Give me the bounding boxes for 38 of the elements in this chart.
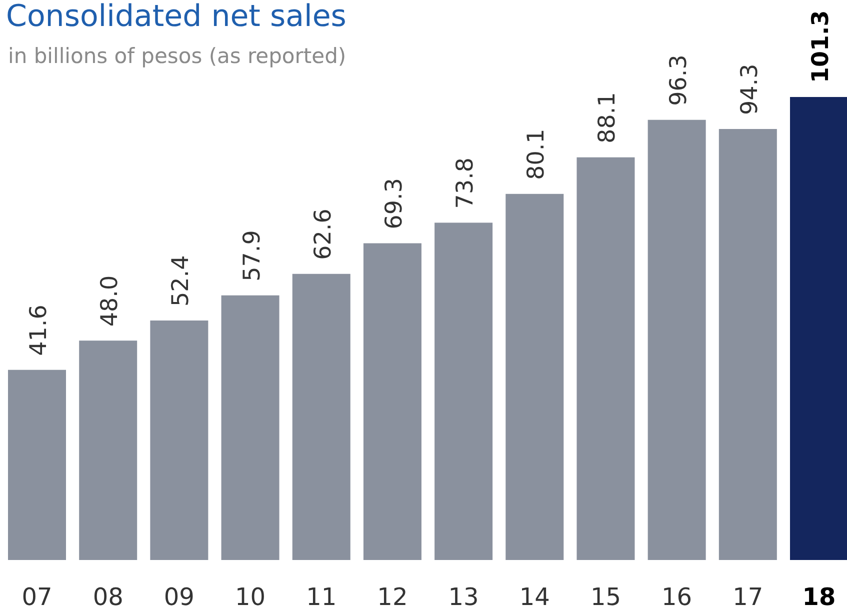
- x-tick-label: 12: [377, 583, 408, 610]
- data-label: 80.1: [524, 128, 550, 180]
- x-tick-label: 11: [306, 583, 337, 610]
- x-tick-label: 08: [92, 583, 124, 610]
- bar: [434, 222, 493, 560]
- x-tick-label: 17: [732, 583, 764, 610]
- x-tick-label: 15: [590, 583, 621, 610]
- bar: [576, 157, 635, 560]
- x-tick-label: 09: [164, 583, 194, 610]
- data-label: 73.8: [452, 157, 479, 209]
- x-tick-label: 10: [235, 583, 266, 610]
- data-label: 101.3: [808, 10, 834, 83]
- data-label: 57.9: [239, 230, 266, 282]
- x-tick-label: 16: [662, 583, 692, 610]
- data-label: 88.1: [594, 92, 621, 144]
- bar: [79, 340, 138, 560]
- x-tick-label: 14: [519, 583, 550, 610]
- data-label: 52.4: [168, 255, 194, 306]
- chart-title: Consolidated net sales: [6, 0, 346, 34]
- x-tick-label: 13: [448, 583, 479, 610]
- bar: [363, 243, 422, 560]
- data-label: 94.3: [736, 64, 763, 115]
- data-label: 41.6: [26, 304, 52, 356]
- bar: [718, 128, 777, 560]
- data-label: 62.6: [310, 208, 336, 260]
- bar: [292, 274, 350, 560]
- bar: [506, 194, 564, 560]
- data-label: 96.3: [666, 54, 692, 106]
- bar: [221, 295, 280, 560]
- bar: [790, 97, 847, 560]
- data-label: 48.0: [97, 275, 124, 327]
- bar: [648, 120, 706, 560]
- bar: [8, 370, 66, 560]
- x-tick-label: 18: [802, 583, 836, 610]
- data-label: 69.3: [381, 178, 408, 230]
- x-tick-label: 07: [22, 583, 52, 610]
- bar: [150, 320, 208, 560]
- chart-subtitle: in billions of pesos (as reported): [8, 44, 346, 68]
